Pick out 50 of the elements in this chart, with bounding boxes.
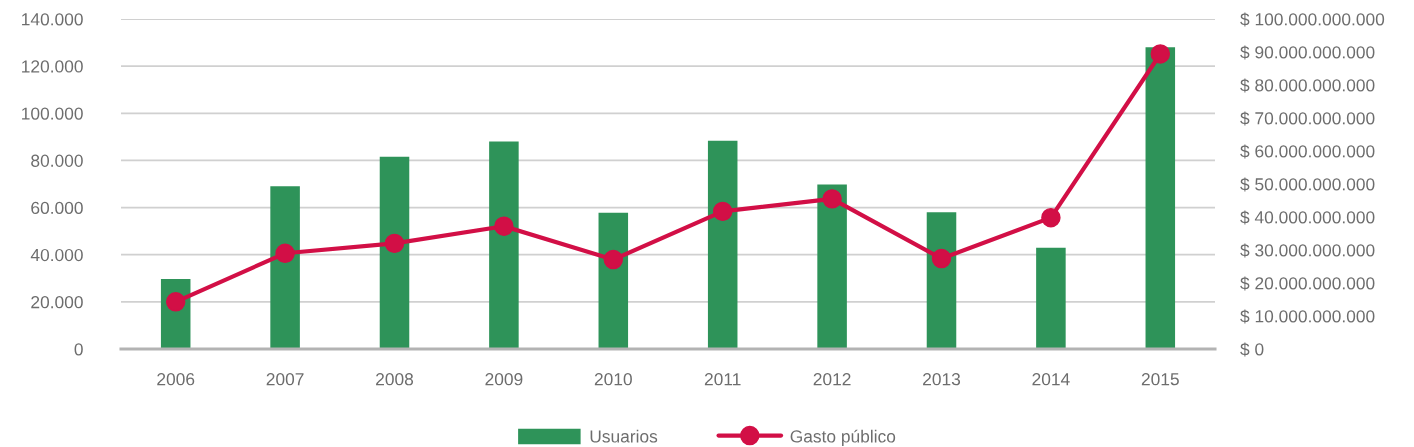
bar	[379, 156, 410, 349]
y2-tick-label: $ 50.000.000.000	[1240, 177, 1375, 192]
x-tick-label: 2012	[813, 373, 851, 386]
point	[822, 189, 842, 209]
point	[384, 233, 405, 254]
bar	[817, 184, 847, 349]
legend-label: Gasto público	[790, 429, 896, 447]
x-tick-label: 2006	[157, 373, 195, 386]
y2-tick-label: $ 100.000.000.000	[1240, 12, 1385, 27]
legend-label: Usuarios	[590, 429, 658, 443]
y2-tick-label: $ 40.000.000.000	[1240, 210, 1375, 225]
y2-tick-label: $ 30.000.000.000	[1240, 243, 1375, 258]
bar	[598, 212, 629, 349]
point	[603, 249, 624, 270]
x-tick-label: 2014	[1032, 373, 1070, 386]
y-tick-label: 120.000	[22, 60, 83, 73]
y-tick-label: 80.000	[31, 154, 83, 167]
y2-tick-label: $ 90.000.000.000	[1240, 45, 1375, 60]
y2-tick-label: $ 80.000.000.000	[1240, 78, 1375, 93]
y2-tick-label: $ 0	[1240, 342, 1264, 357]
y-tick-label: 60.000	[31, 201, 83, 215]
y-tick-label: 20.000	[31, 296, 83, 309]
x-tick-label: 2008	[376, 373, 414, 386]
y2-tick-label: $ 20.000.000.000	[1240, 276, 1375, 291]
point	[275, 243, 295, 264]
bar	[270, 186, 300, 349]
bar	[1145, 47, 1176, 349]
x-tick-label: 2011	[704, 373, 741, 386]
x-tick-label: 2009	[485, 373, 523, 386]
point	[1041, 207, 1061, 228]
y-tick-label: 0	[74, 343, 83, 356]
x-tick-label: 2015	[1141, 373, 1179, 386]
bar	[926, 212, 957, 349]
point	[165, 292, 186, 312]
x-tick-label: 2010	[594, 373, 632, 386]
y-tick-label: 140.000	[22, 13, 83, 26]
y2-tick-label: $ 10.000.000.000	[1240, 309, 1375, 324]
point	[494, 216, 514, 236]
point	[712, 201, 733, 222]
bar	[1036, 247, 1066, 349]
y2-tick-label: $ 60.000.000.000	[1240, 144, 1375, 159]
y-tick-label: 40.000	[30, 248, 83, 262]
bar	[489, 141, 519, 349]
x-tick-label: 2007	[266, 373, 304, 386]
y2-tick-label: $ 70.000.000.000	[1240, 111, 1375, 126]
point	[931, 248, 952, 269]
x-tick-label: 2013	[923, 373, 961, 386]
bar	[707, 140, 738, 349]
point	[1150, 44, 1171, 64]
y-tick-label: 100.000	[22, 107, 83, 120]
